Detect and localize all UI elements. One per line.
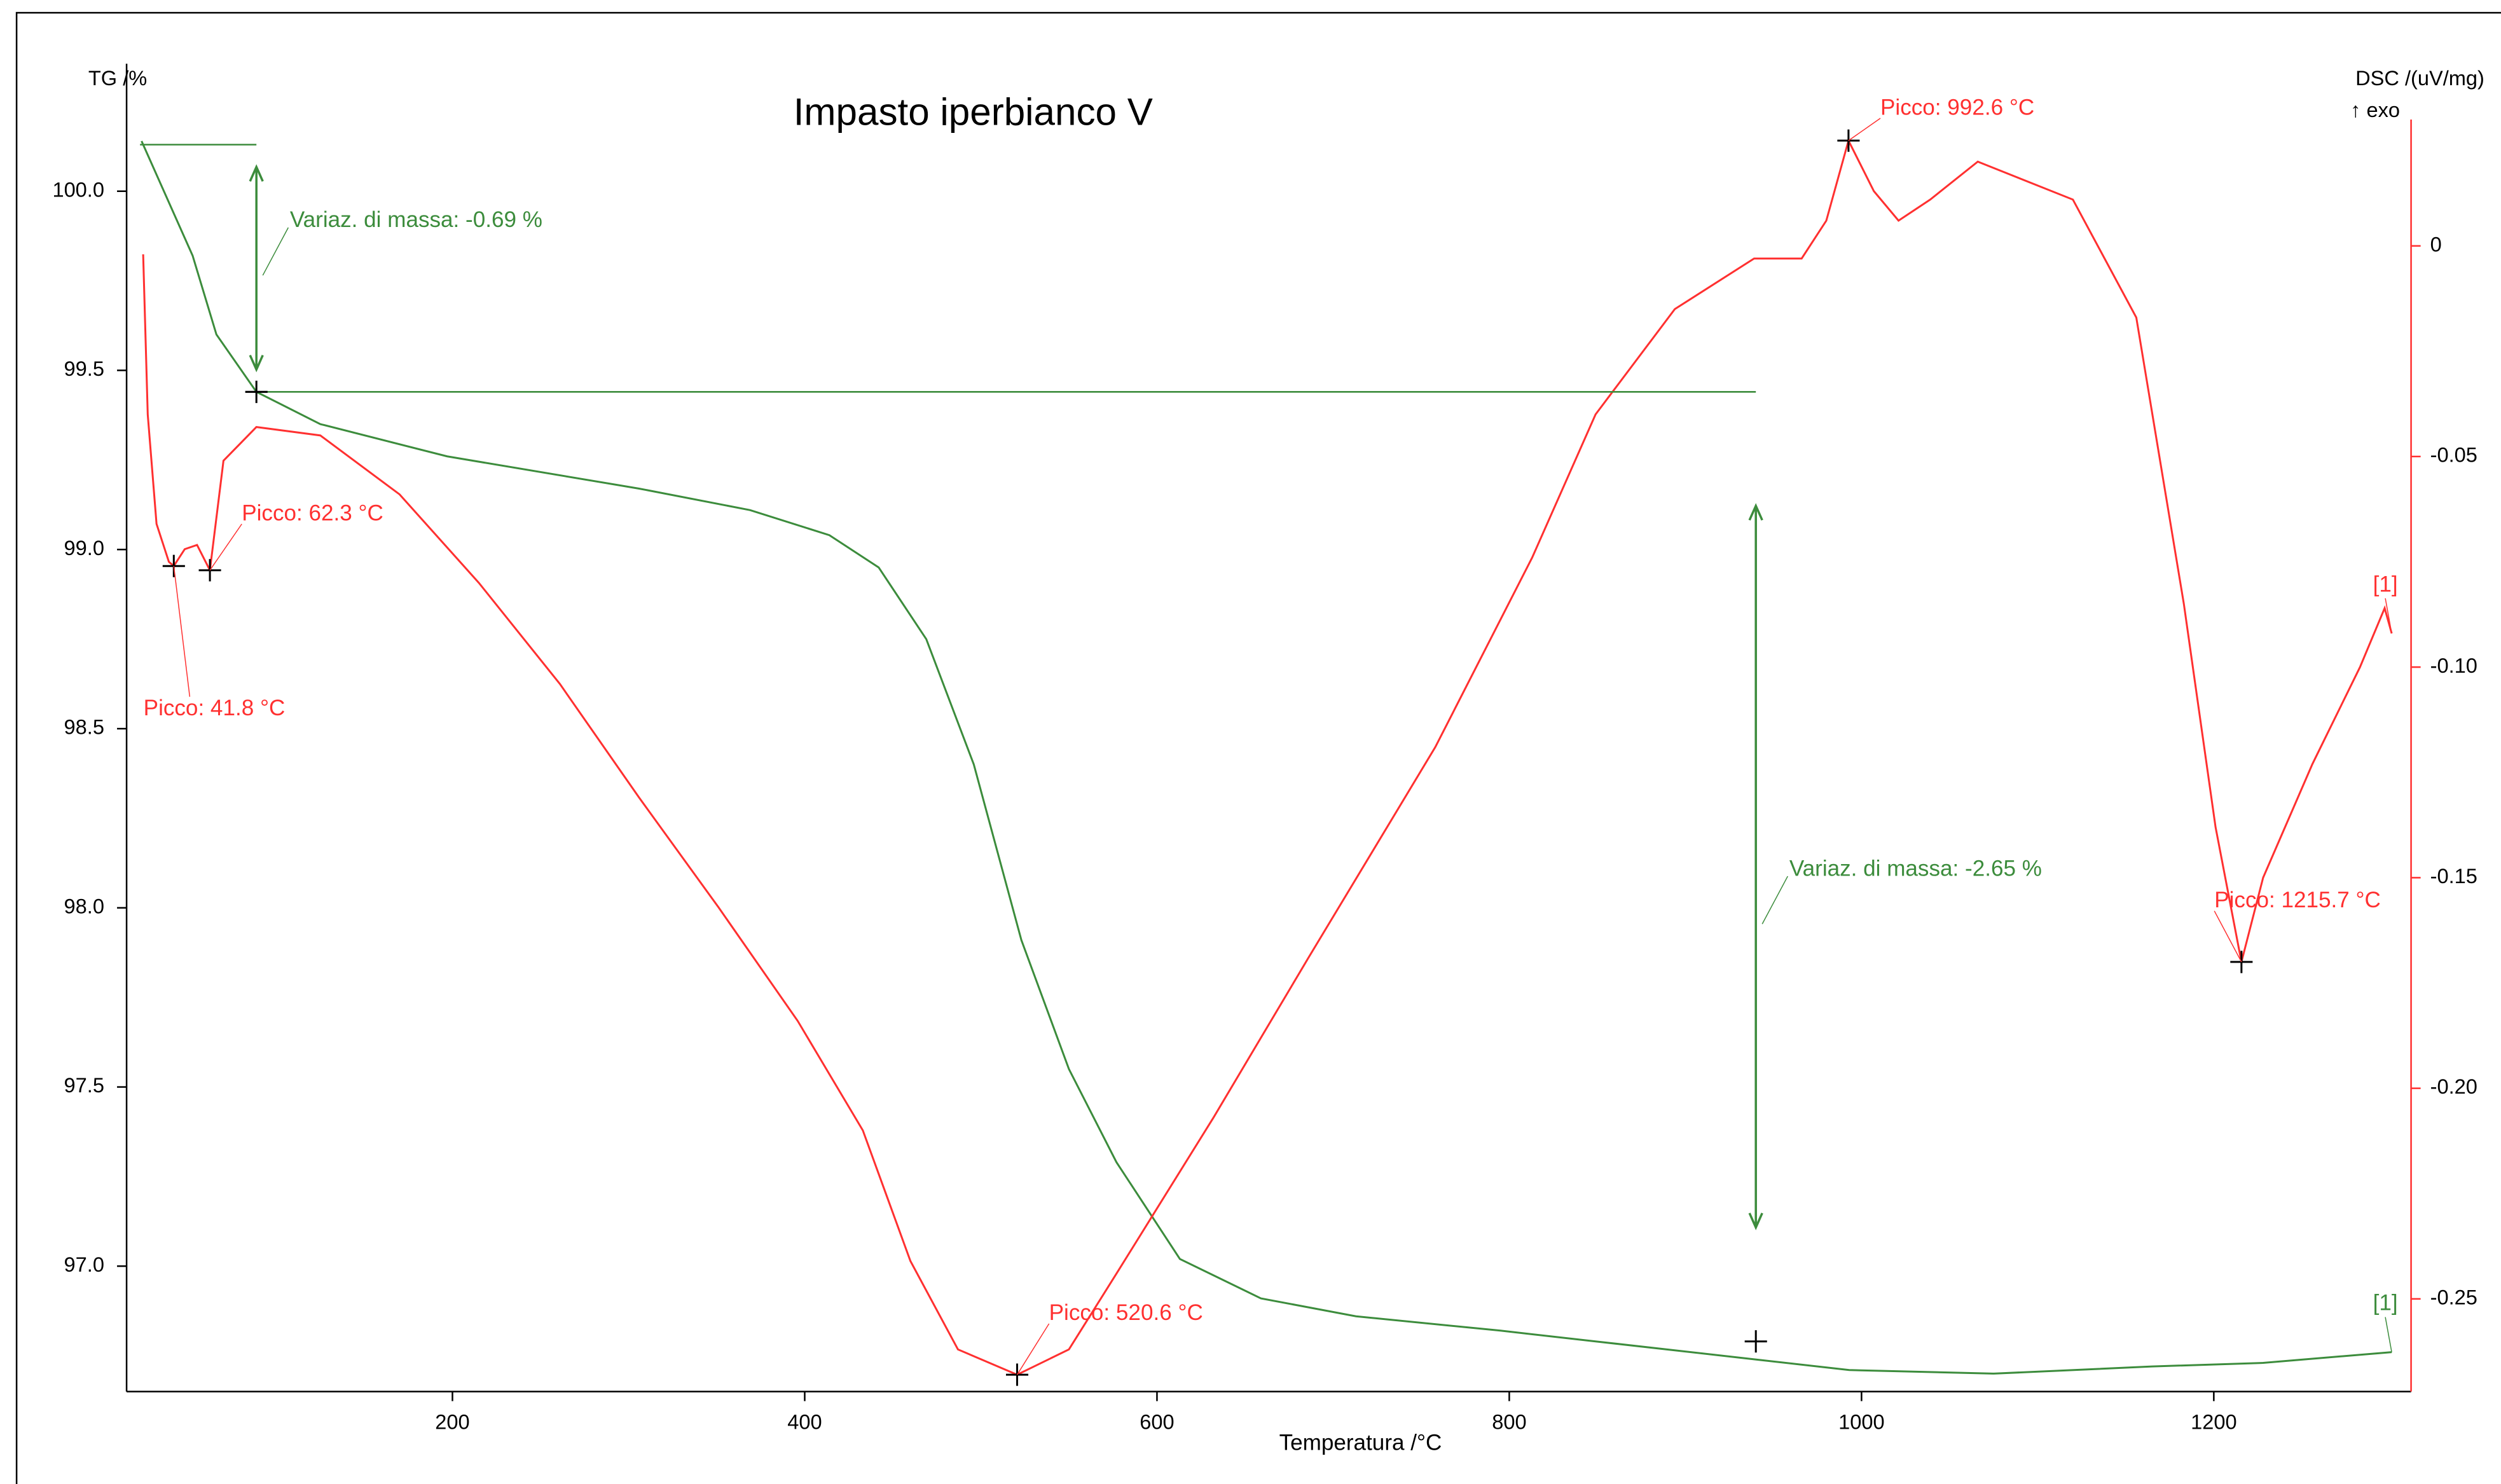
mass-label: Variaz. di massa: -0.69 % (290, 207, 542, 232)
y-tick-label: 98.0 (64, 894, 104, 917)
peak-leader (2214, 910, 2242, 963)
peak-label: Picco: 41.8 °C (144, 696, 286, 720)
frame (15, 11, 2501, 1484)
peak-label: Picco: 520.6 °C (1049, 1300, 1203, 1325)
y-axis-label: TG /% (88, 66, 147, 90)
peak-label: Picco: 992.6 °C (1880, 95, 2034, 120)
x-tick-label: 1200 (2191, 1410, 2236, 1433)
peak-leader (1016, 1323, 1050, 1375)
y-tick-label: 97.0 (64, 1253, 104, 1276)
y2-tick-label: -0.25 (2430, 1285, 2477, 1309)
series-end-label: [1] (2373, 1291, 2398, 1316)
series-line (141, 141, 2392, 1375)
series-end-label: [1] (2373, 572, 2398, 596)
x-tick-label: 200 (435, 1410, 469, 1433)
peak-label: Picco: 1215.7 °C (2214, 888, 2381, 912)
arrow-head (249, 354, 264, 373)
y2-tick-label: 0 (2430, 232, 2442, 256)
series-line (142, 137, 2393, 1376)
arrow-head (1748, 1213, 1763, 1230)
y-tick-label: 100.0 (52, 177, 104, 201)
end-leader (2385, 1317, 2392, 1352)
arrow-head (1748, 503, 1763, 521)
x-axis-label: Temperatura /°C (1279, 1431, 1442, 1455)
x-tick-label: 600 (1140, 1410, 1174, 1433)
y-tick-label: 98.5 (64, 715, 104, 739)
arrow-head (249, 164, 264, 182)
peak-leader (173, 566, 191, 697)
x-tick-label: 1000 (1838, 1410, 1884, 1433)
x-tick-label: 800 (1492, 1410, 1526, 1433)
mass-leader (1761, 876, 1788, 924)
y2-tick-label: -0.15 (2430, 864, 2477, 888)
y2-axis-label: DSC /(uV/mg) (2355, 66, 2484, 90)
x-tick-label: 400 (787, 1410, 822, 1433)
y-tick-label: 99.5 (64, 357, 104, 380)
end-leader (2385, 598, 2392, 634)
y-tick-label: 99.0 (64, 536, 104, 560)
mass-leader (262, 227, 289, 276)
y2-tick-label: -0.10 (2430, 654, 2477, 677)
mass-marker (245, 380, 268, 403)
mass-label: Variaz. di massa: -2.65 % (1789, 856, 2042, 881)
y2-tick-label: -0.20 (2430, 1075, 2477, 1098)
y2-axis-sublabel: ↑ exo (2350, 98, 2400, 121)
y2-tick-label: -0.05 (2430, 443, 2477, 467)
chart-title: Impasto iperbianco V (794, 90, 1153, 133)
mass-marker (1744, 1330, 1767, 1353)
y-tick-label: 97.5 (64, 1073, 104, 1097)
peak-leader (1848, 118, 1881, 141)
peak-leader (209, 523, 242, 571)
peak-label: Picco: 62.3 °C (242, 500, 383, 525)
